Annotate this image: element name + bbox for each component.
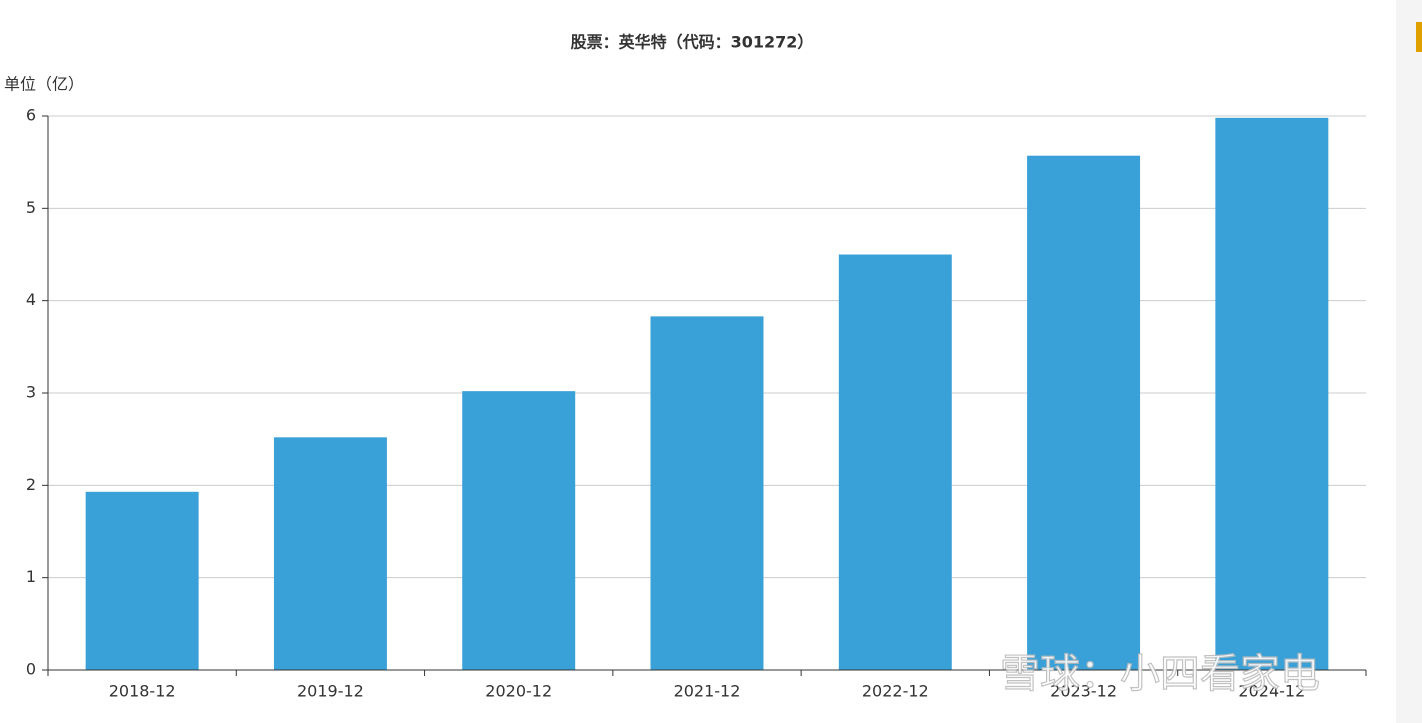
y-tick-label: 4 [26,290,36,309]
bar [273,437,387,670]
y-tick-label: 2 [26,475,36,494]
x-tick-label: 2020-12 [485,682,552,701]
watermark: 雪球：小四看家电 [1000,651,1320,697]
x-tick-label: 2023-12 [1050,682,1117,701]
bar [85,491,199,670]
y-tick-label: 0 [26,660,36,679]
x-tick-label: 2024-12 [1238,682,1305,701]
x-tick-label: 2022-12 [862,682,929,701]
x-tick-label: 2018-12 [109,682,176,701]
side-tab [1416,22,1422,52]
y-tick-label: 6 [26,106,36,125]
chart-title: 股票：英华特（代码：301272） [571,33,814,52]
y-axis-label: 单位（亿） [4,75,84,94]
bar [650,316,764,670]
bar [838,254,952,670]
x-tick-label: 2021-12 [674,682,741,701]
side-panel [1396,0,1422,723]
y-tick-label: 1 [26,567,36,586]
bar [1027,155,1141,670]
y-tick-label: 5 [26,198,36,217]
bar [1215,117,1329,670]
y-tick-label: 3 [26,383,36,402]
x-tick-label: 2019-12 [297,682,364,701]
bar [462,391,576,670]
